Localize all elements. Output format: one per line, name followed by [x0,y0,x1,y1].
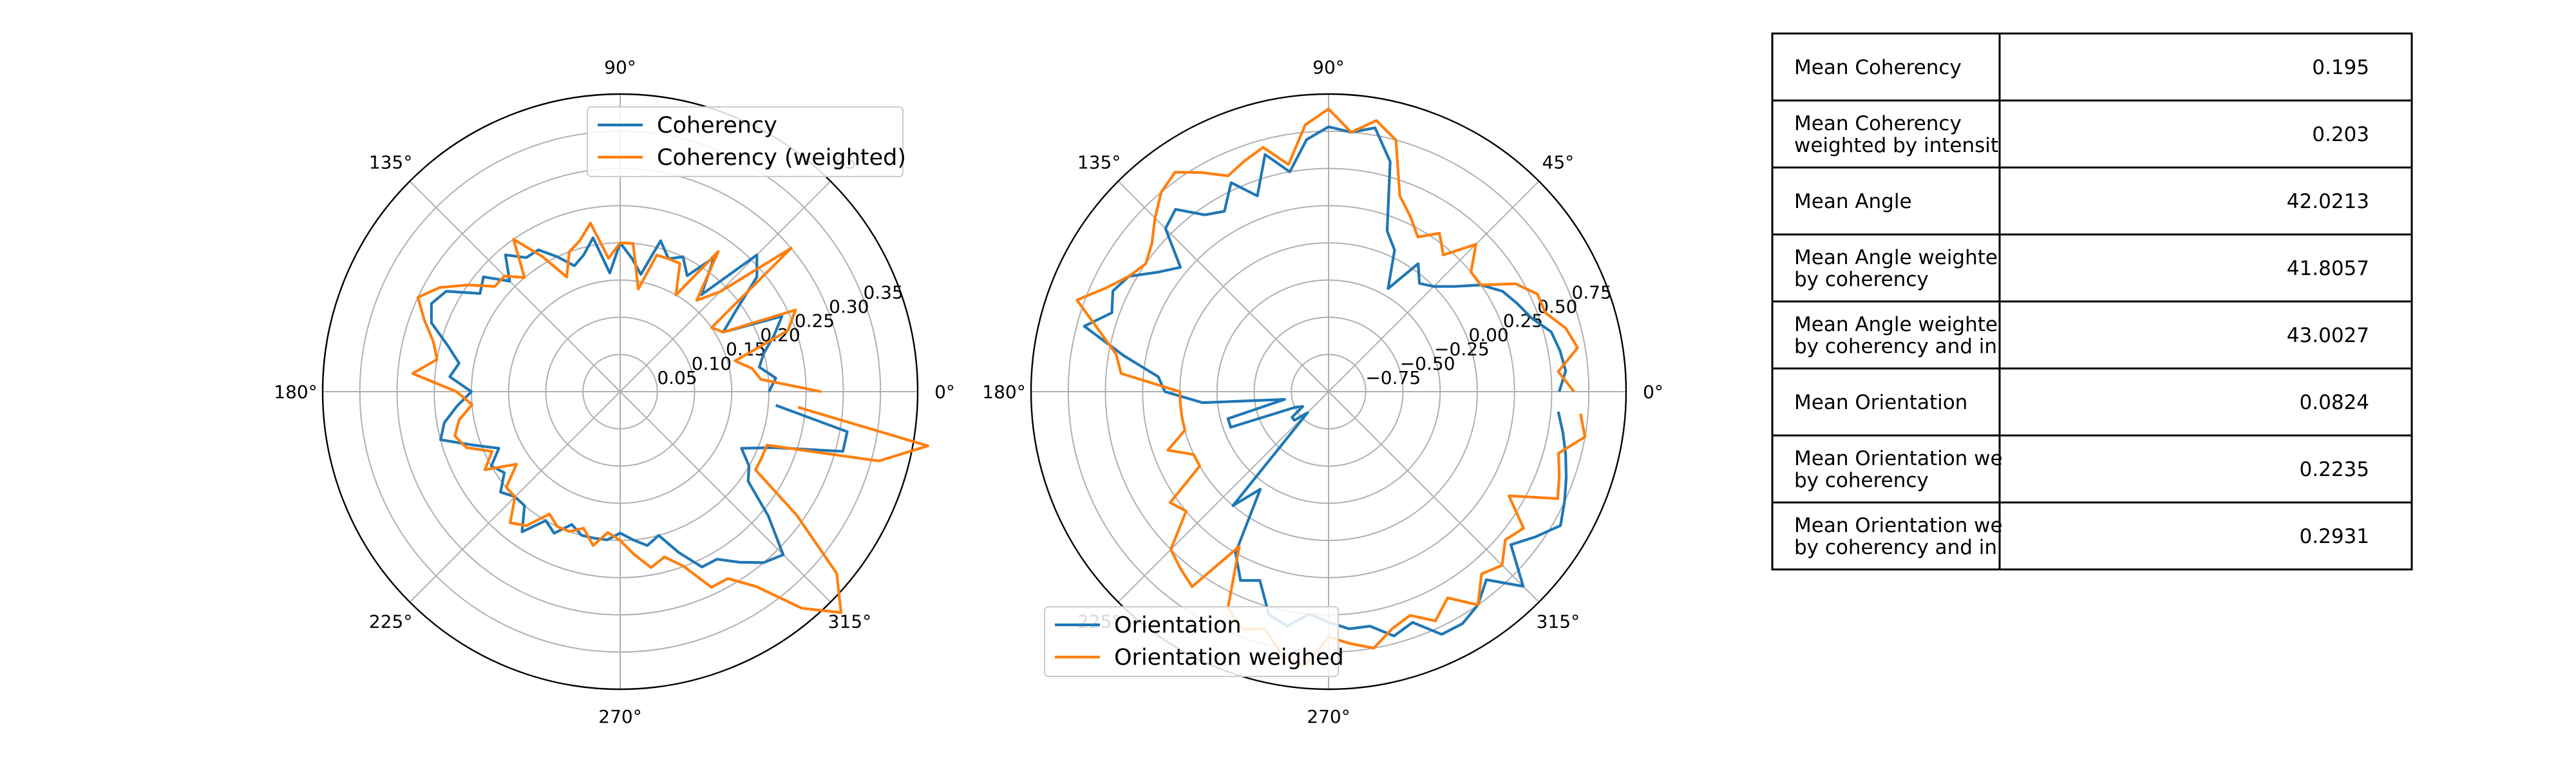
theta-tick-label: 135° [369,152,412,173]
theta-tick-label: 270° [598,706,641,727]
table-row-value: 0.2235 [2300,458,2369,481]
theta-tick-label: 270° [1307,706,1350,727]
theta-tick-label: 0° [1643,381,1663,403]
angular-gridline [409,180,621,392]
radial-tick-label: 0.25 [795,310,835,332]
angular-gridline [1117,180,1329,392]
table-row-label: by coherency and in [1794,335,1997,358]
theta-tick-label: 0° [934,381,955,403]
theta-tick-label: 90° [604,57,636,78]
table-value-cell [1998,501,2413,571]
table-row-value: 0.2931 [2300,525,2369,548]
table-row-label: Mean Angle weighte [1794,246,1998,269]
series-line-2 [1075,108,1587,667]
series-line-1 [1083,125,1568,638]
theta-tick-label: 315° [1537,611,1580,632]
table-row-label: Mean Orientation we [1794,514,2003,537]
table-row-value: 43.0027 [2287,324,2369,347]
legend-label: Coherency [657,113,777,138]
orientation-polar-plot: 0°45°90°135°180°225°270°315°−0.75−0.50−0… [982,57,1663,727]
legend-box [1044,606,1339,677]
series-line-1 [430,236,849,569]
radial-tick-label: 0.15 [726,339,766,360]
table-label-cell [1771,99,2001,169]
angular-gridline [1328,391,1540,603]
table-value-cell [1998,233,2413,303]
table-row-value: 42.0213 [2287,190,2369,213]
table-value-cell [1998,32,2413,102]
table-label-cell [1771,367,2001,437]
radial-tick-label: 0.30 [829,296,869,317]
radial-tick-label: 0.75 [1571,282,1611,303]
legend-label: Orientation [1114,613,1242,638]
angular-gridline [1117,391,1329,603]
table-row-label: by coherency and in [1794,536,1997,559]
table-row-label: by coherency [1794,469,1929,492]
polar-frame [1030,93,1627,691]
table-label-cell [1771,300,2001,370]
table-row-value: 0.195 [2312,56,2369,79]
polar-frame [321,93,919,691]
radial-tick-label: 0.05 [657,367,697,388]
table-label-cell [1771,501,2001,571]
theta-tick-label: 225° [369,611,412,632]
legend-label: Orientation weighed [1114,645,1344,671]
table-row-value: 41.8057 [2287,257,2369,280]
table-row-label: Mean Coherency [1794,56,1962,79]
legend-box [587,106,904,177]
table-row-label: by coherency [1794,268,1929,291]
table-row-value: 0.203 [2312,123,2369,146]
theta-tick-label: 180° [274,381,317,403]
series-line-2 [411,222,929,615]
theta-tick-label: 180° [982,381,1025,403]
table-row-label: Mean Orientation we [1794,447,2003,470]
table-value-cell [1998,300,2413,370]
table-row-label: Mean Orientation [1794,391,1967,414]
radial-tick-label: −0.75 [1365,367,1421,388]
theta-tick-label: 45° [1542,152,1575,173]
table-label-cell [1771,32,2001,102]
table-row-value: 0.0824 [2300,391,2369,414]
coherency-polar-plot: 0°45°90°135°180°225°270°315°0.050.100.15… [274,57,955,727]
table-label-cell [1771,233,2001,303]
table-row-label: weighted by intensit [1794,134,1998,157]
radial-tick-label: 0.10 [692,353,732,374]
radial-tick-label: 0.35 [863,282,903,303]
radial-tick-label: −0.50 [1400,353,1455,374]
table-row-label: Mean Angle weighte [1794,313,1998,336]
theta-tick-label: 135° [1077,152,1121,173]
theta-tick-label: 315° [828,611,871,632]
table-row-label: Mean Coherency [1794,112,1962,135]
table-row-label: Mean Angle [1794,190,1912,213]
table-value-cell [1998,367,2413,437]
radial-tick-label: −0.25 [1434,339,1490,360]
angular-gridline [620,180,831,392]
theta-tick-label: 90° [1312,57,1345,78]
angular-gridline [620,391,831,603]
legend-label: Coherency (weighted) [657,145,906,171]
radial-tick-label: 0.00 [1468,325,1508,346]
table-value-cell [1998,166,2413,236]
